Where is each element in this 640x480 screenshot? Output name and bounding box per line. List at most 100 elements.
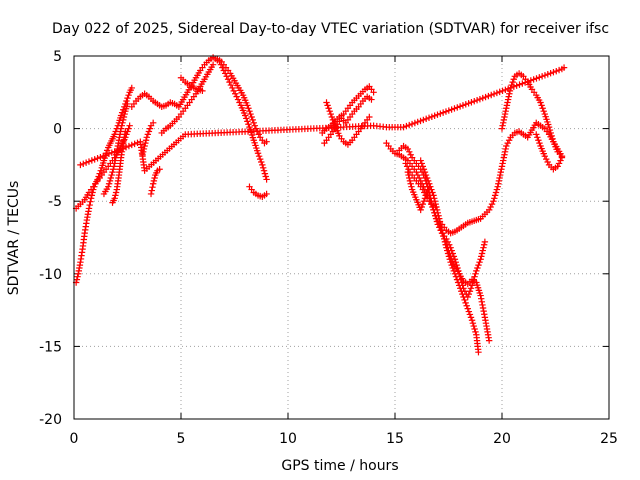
data-point bbox=[555, 66, 563, 74]
data-point bbox=[74, 273, 81, 280]
data-point bbox=[250, 119, 257, 126]
data-point bbox=[227, 81, 235, 89]
data-point bbox=[417, 117, 424, 125]
data-point bbox=[499, 160, 506, 167]
data-point bbox=[128, 141, 135, 149]
series-track-h bbox=[158, 61, 217, 137]
data-point bbox=[431, 198, 439, 205]
data-point bbox=[433, 206, 441, 214]
data-point bbox=[478, 253, 485, 260]
data-point bbox=[444, 250, 452, 257]
data-point bbox=[95, 173, 102, 180]
data-point bbox=[471, 325, 478, 333]
data-point bbox=[547, 70, 554, 77]
data-point bbox=[142, 137, 150, 144]
data-point bbox=[536, 139, 543, 147]
data-point bbox=[505, 137, 513, 144]
data-point bbox=[466, 311, 474, 318]
data-point bbox=[459, 290, 466, 298]
data-point bbox=[224, 76, 232, 83]
data-point bbox=[460, 293, 467, 301]
y-axis-label: SDTVAR / TECUs bbox=[6, 181, 22, 296]
data-point bbox=[122, 143, 130, 151]
data-point bbox=[533, 131, 540, 138]
data-point bbox=[501, 148, 509, 156]
data-point bbox=[498, 125, 506, 132]
data-point bbox=[431, 112, 438, 119]
data-point bbox=[441, 235, 448, 243]
data-point bbox=[434, 209, 441, 217]
data-point bbox=[492, 189, 500, 196]
data-point bbox=[109, 168, 116, 176]
x-tick-label: 25 bbox=[600, 431, 618, 447]
data-point bbox=[143, 134, 150, 141]
series-track-k bbox=[216, 58, 270, 183]
data-point bbox=[509, 78, 516, 86]
data-point bbox=[535, 137, 542, 144]
x-tick-label: 10 bbox=[279, 431, 297, 447]
series-track-r bbox=[417, 157, 482, 356]
data-point bbox=[125, 92, 132, 99]
data-point bbox=[491, 195, 498, 202]
data-point bbox=[446, 256, 453, 263]
data-point bbox=[217, 61, 225, 68]
data-point bbox=[230, 87, 237, 95]
data-points bbox=[72, 54, 568, 356]
data-point bbox=[236, 99, 243, 106]
data-point bbox=[430, 192, 437, 199]
x-axis-label: GPS time / hours bbox=[281, 458, 398, 474]
data-point bbox=[477, 256, 484, 263]
data-point bbox=[124, 100, 131, 108]
data-point bbox=[324, 102, 331, 109]
data-point bbox=[554, 163, 561, 170]
data-point bbox=[530, 76, 537, 83]
data-point bbox=[142, 139, 149, 147]
data-point bbox=[442, 108, 450, 115]
data-point bbox=[77, 161, 84, 169]
data-point bbox=[443, 244, 450, 251]
data-point bbox=[91, 156, 98, 163]
data-point bbox=[538, 73, 546, 80]
data-point bbox=[254, 150, 262, 157]
data-point bbox=[112, 192, 119, 199]
data-point bbox=[85, 158, 93, 165]
data-point bbox=[488, 91, 495, 99]
data-point bbox=[485, 206, 493, 214]
data-point bbox=[536, 74, 543, 81]
data-point bbox=[423, 174, 431, 182]
data-point bbox=[524, 78, 532, 85]
data-point bbox=[480, 307, 487, 315]
data-point bbox=[503, 102, 511, 109]
data-point bbox=[245, 121, 252, 128]
data-point bbox=[558, 154, 566, 161]
series-track-a bbox=[72, 84, 135, 286]
data-point bbox=[80, 160, 87, 167]
y-tick-label: -15 bbox=[39, 339, 62, 355]
data-point bbox=[260, 167, 268, 174]
data-point bbox=[480, 241, 488, 248]
data-point bbox=[549, 135, 556, 142]
data-point bbox=[151, 174, 158, 182]
data-point bbox=[100, 152, 107, 160]
data-point bbox=[406, 174, 413, 182]
data-point bbox=[420, 166, 428, 173]
x-tick-label: 0 bbox=[70, 431, 79, 447]
data-point bbox=[112, 189, 120, 196]
axis-ticks: 0 5 10 15 20 25 -20 -15 -10 -5 0 5 bbox=[39, 49, 618, 447]
data-point bbox=[502, 145, 509, 153]
data-point bbox=[439, 109, 447, 116]
data-point bbox=[472, 270, 479, 277]
data-point bbox=[495, 180, 502, 187]
data-point bbox=[513, 82, 520, 89]
data-point bbox=[117, 125, 125, 132]
data-point bbox=[472, 328, 479, 336]
data-point bbox=[328, 113, 336, 121]
data-point bbox=[504, 85, 512, 92]
data-point bbox=[474, 264, 481, 272]
data-point bbox=[323, 99, 330, 106]
data-point bbox=[503, 142, 510, 150]
data-point bbox=[470, 276, 477, 283]
data-point bbox=[368, 96, 375, 103]
data-point bbox=[454, 104, 461, 111]
